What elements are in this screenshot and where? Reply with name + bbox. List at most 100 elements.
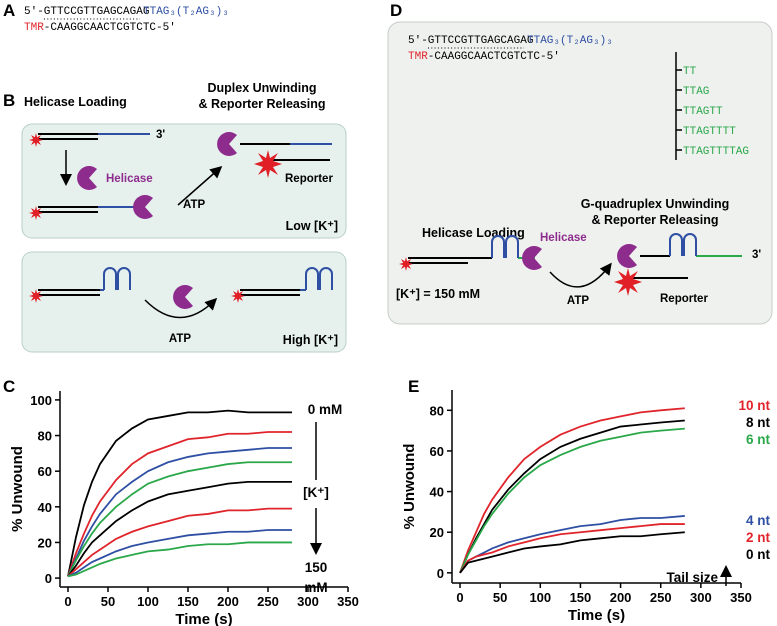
sequence-top: 5'-GTTCCGTTGAGCAGAG (408, 35, 533, 47)
curve (67, 447, 292, 577)
dye-label: TMR (408, 51, 428, 63)
tail-label: TTAGTTTTAG (683, 146, 749, 158)
sequence-bottom: -CAAGGCAACTCGTCTC-5' (44, 22, 176, 34)
condition-label: High [K⁺] (283, 333, 338, 347)
curve (67, 480, 292, 577)
helicase-label: Helicase (540, 232, 587, 244)
x-tick-label: 200 (217, 594, 239, 609)
reporter-label: Reporter (285, 173, 333, 185)
y-tick-label: 60 (430, 444, 444, 459)
curve (459, 427, 685, 574)
x-tick-label: 300 (690, 590, 712, 605)
series-label: 0 nt (746, 547, 771, 562)
x-tick-label: 50 (493, 590, 507, 605)
arrow (549, 262, 612, 288)
curve (459, 523, 685, 574)
curve (459, 531, 685, 574)
annotation: mM (304, 580, 327, 595)
x-tick-label: 0 (64, 594, 71, 609)
x-tick-label: 100 (529, 590, 551, 605)
series-label: 2 nt (746, 530, 771, 545)
step-label: G-quadruplex Unwinding (581, 197, 730, 211)
step-label: Helicase Loading (422, 226, 525, 240)
curve (67, 431, 292, 577)
y-axis-label: % Unwound (9, 446, 26, 532)
series-label: 4 nt (746, 513, 771, 528)
y-tick-label: 20 (38, 535, 52, 550)
dye (29, 289, 43, 303)
panel-label: E (408, 377, 419, 396)
tail-label: TTAGTTTT (683, 126, 736, 138)
y-tick-label: 0 (45, 571, 52, 586)
sequence-top: 5'-GTTCCGTTGAGCAGAG (24, 6, 149, 18)
dye-label: TMR (24, 22, 44, 34)
series-label: 6 nt (746, 432, 771, 447)
box-d (387, 21, 773, 325)
reporter-label: Reporter (660, 293, 708, 305)
atp-label: ATP (567, 295, 589, 307)
y-tick-label: 40 (38, 500, 52, 515)
atp-label: ATP (183, 199, 205, 211)
box-low (21, 123, 347, 239)
panel-label: D (390, 1, 402, 20)
curve (67, 529, 292, 578)
curve (459, 419, 685, 574)
curve (459, 407, 685, 574)
sequence-overhang: TTAG₃(T₂AG₃)₃ (143, 6, 229, 18)
step-label: Duplex Unwinding (207, 81, 316, 95)
curve (67, 541, 292, 578)
dye (254, 150, 282, 178)
arrow (177, 166, 223, 206)
panel-label: A (3, 1, 15, 20)
step-label: Helicase Loading (24, 95, 127, 109)
condition-label: [K⁺] = 150 mM (396, 287, 480, 301)
y-tick-label: 40 (430, 485, 444, 500)
series-label: 8 nt (746, 415, 771, 430)
x-tick-label: 350 (337, 594, 359, 609)
y-axis-label: % Unwound (401, 444, 418, 530)
tail-label: TTAGTT (683, 106, 723, 118)
y-tick-label: 80 (38, 429, 52, 444)
x-tick-label: 300 (297, 594, 319, 609)
dye (614, 268, 642, 296)
panel-label: B (3, 91, 15, 110)
arrow (144, 297, 218, 319)
x-tick-label: 150 (570, 590, 592, 605)
y-tick-label: 20 (430, 525, 444, 540)
duplex (38, 206, 140, 213)
x-tick-label: 350 (730, 590, 752, 605)
y-tick-label: 80 (430, 403, 444, 418)
dye (29, 133, 43, 147)
x-tick-label: 0 (456, 590, 463, 605)
x-tick-label: 200 (610, 590, 632, 605)
y-tick-label: 60 (38, 464, 52, 479)
annotation: [K⁺] (303, 485, 329, 500)
annotation: Tail size (666, 570, 718, 585)
helicase-label: Helicase (106, 173, 153, 185)
end-label: 3' (752, 249, 761, 261)
x-tick-label: 150 (177, 594, 199, 609)
x-tick-label: 250 (650, 590, 672, 605)
duplex (38, 133, 150, 140)
strand (630, 255, 742, 279)
curve (67, 461, 292, 577)
sequence-bottom: -CAAGGCAACTCGTCTC-5' (428, 51, 560, 63)
x-tick-label: 50 (101, 594, 115, 609)
dye (231, 289, 245, 303)
panel-label: C (3, 377, 15, 396)
y-tick-label: 100 (30, 393, 52, 408)
tail-label: TTAG (683, 86, 709, 98)
tail-label: TT (683, 66, 697, 78)
condition-label: Low [K⁺] (286, 219, 338, 233)
x-axis-label: Time (s) (568, 607, 625, 624)
annotation: 150 (305, 560, 328, 575)
atp-label: ATP (169, 333, 191, 345)
y-tick-label: 0 (437, 566, 444, 581)
annotation: 0 mM (308, 402, 343, 417)
x-tick-label: 250 (257, 594, 279, 609)
curve (67, 507, 292, 577)
sequence-overhang: TTAG₃(T₂AG₃)₃ (527, 35, 613, 47)
curve (67, 409, 292, 577)
